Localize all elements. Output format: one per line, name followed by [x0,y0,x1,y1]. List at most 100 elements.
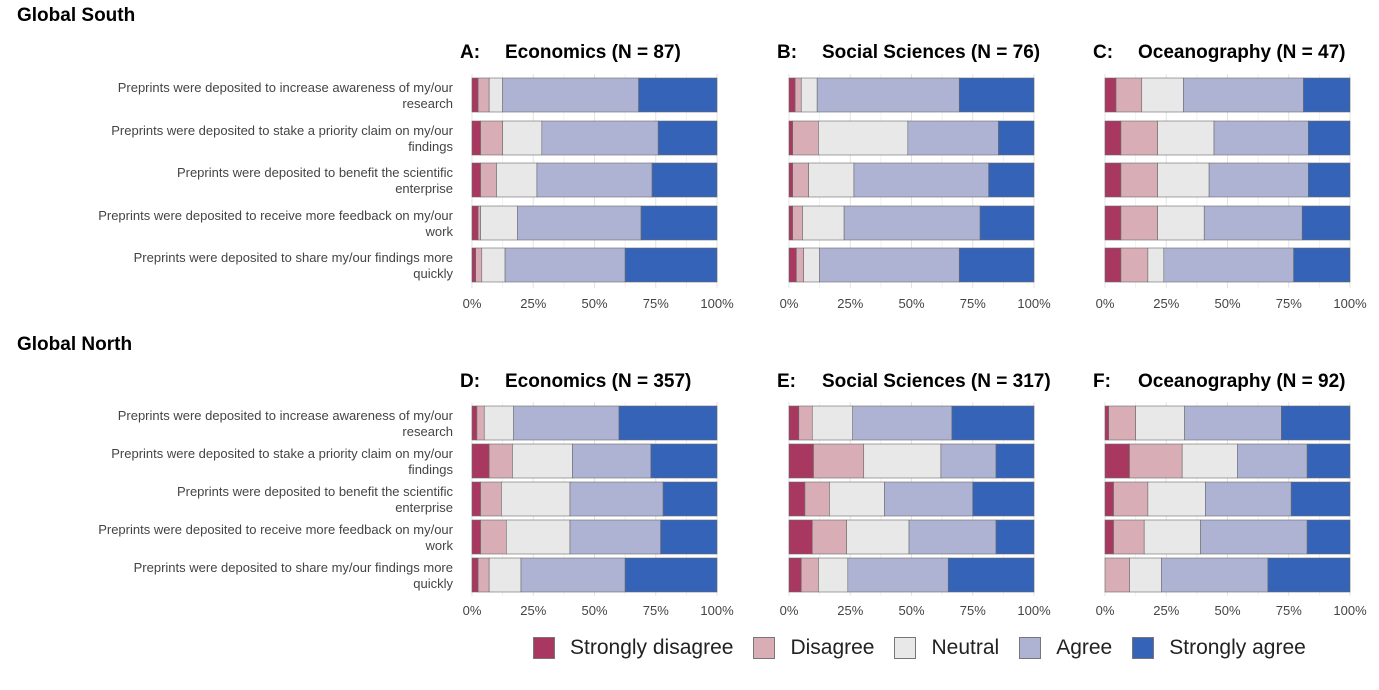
statement-label: research [402,96,453,111]
x-tick-label: 0% [1096,296,1115,311]
panel-letter: D: [460,371,480,392]
bar-segment [1157,162,1210,198]
panel-title: Economics (N = 87) [505,42,681,63]
bar-segment [569,481,664,517]
bar-segment [1303,77,1351,113]
bar-segment [1157,205,1205,241]
bar-segment [481,247,506,283]
bar-segment [1104,557,1130,593]
statement-label: Preprints were deposited to benefit the … [177,484,454,499]
bar-segment [908,519,997,555]
legend-swatch [533,637,555,659]
panel-letter: A: [460,42,480,63]
bar-segment [501,481,571,517]
x-tick-label: 100% [1017,603,1051,618]
bar-segment [788,162,793,198]
bar-segment [1120,162,1158,198]
bar-segment [1104,162,1122,198]
bar-segment [488,443,513,479]
bar-segment [788,557,802,593]
bar-segment [796,247,804,283]
bar-segment [541,120,659,156]
bar-segment [488,77,503,113]
bar-segment [471,247,476,283]
bar-segment [979,205,1035,241]
bar-segment [1104,120,1122,156]
x-tick-label: 25% [837,296,863,311]
statement-label: quickly [413,576,453,591]
bar-segment [940,443,997,479]
statement-label: Preprints were deposited to stake a prio… [111,446,453,461]
x-tick-label: 75% [960,603,986,618]
bar-segment [517,205,642,241]
statement-label: Preprints were deposited to receive more… [98,522,453,537]
bar-segment [1183,77,1304,113]
bar-segment [947,557,1035,593]
statement-label: Preprints were deposited to receive more… [98,208,453,223]
panel-letter: E: [777,371,796,392]
bar-segment [657,120,718,156]
bar-segment [972,481,1035,517]
legend-item-strongly-agree: Strongly agree [1132,636,1306,660]
bar-segment [1143,519,1201,555]
bar-segment [1308,162,1351,198]
bar-segment [660,519,718,555]
bar-segment [1135,405,1185,441]
x-tick-label: 50% [898,603,924,618]
bar-segment [1203,205,1303,241]
x-tick-label: 0% [463,603,482,618]
x-tick-label: 75% [960,296,986,311]
bar-segment [1104,405,1109,441]
bar-segment [819,247,960,283]
bar-segment [788,247,797,283]
bar-segment [1306,443,1351,479]
x-tick-label: 100% [1017,296,1051,311]
bar-segment [1141,77,1184,113]
bar-segment [792,120,819,156]
bar-segment [471,519,481,555]
bar-segment [1113,481,1149,517]
bar-segment [1213,120,1309,156]
bar-segment [512,443,573,479]
legend-swatch [753,637,776,659]
bar-segment [803,247,820,283]
legend-swatch [894,637,917,659]
bar-segment [1120,247,1149,283]
bar-segment [958,77,1035,113]
panel-letter: B: [777,42,797,63]
bar-segment [843,205,981,241]
bar-segment [1267,557,1351,593]
x-tick-label: 50% [1214,296,1240,311]
bar-segment [640,205,718,241]
x-tick-label: 25% [1153,603,1179,618]
bar-segment [1200,519,1308,555]
statement-label: Preprints were deposited to increase awa… [118,408,454,423]
statement-label: findings [408,139,453,154]
statement-label: Preprints were deposited to share my/our… [134,560,453,575]
bar-segment [1237,443,1308,479]
bar-segment [483,405,514,441]
bar-segment [520,557,626,593]
bar-segment [788,205,793,241]
x-tick-label: 50% [898,296,924,311]
bar-segment [988,162,1035,198]
legend-swatch [1019,637,1042,659]
bar-segment [480,481,502,517]
bar-segment [800,557,819,593]
bar-segment [863,443,942,479]
bar-segment [471,557,479,593]
bar-segment [638,77,718,113]
bar-segment [1208,162,1309,198]
bar-segment [788,120,793,156]
bar-segment [788,405,800,441]
bar-segment [471,405,478,441]
bar-segment [662,481,718,517]
bar-segment [536,162,653,198]
bar-segment [816,77,960,113]
bar-segment [1120,205,1158,241]
bar-segment [1104,443,1130,479]
bar-segment [496,162,538,198]
x-tick-label: 50% [581,603,607,618]
legend-swatch [1132,637,1155,659]
statement-label: work [425,224,454,239]
